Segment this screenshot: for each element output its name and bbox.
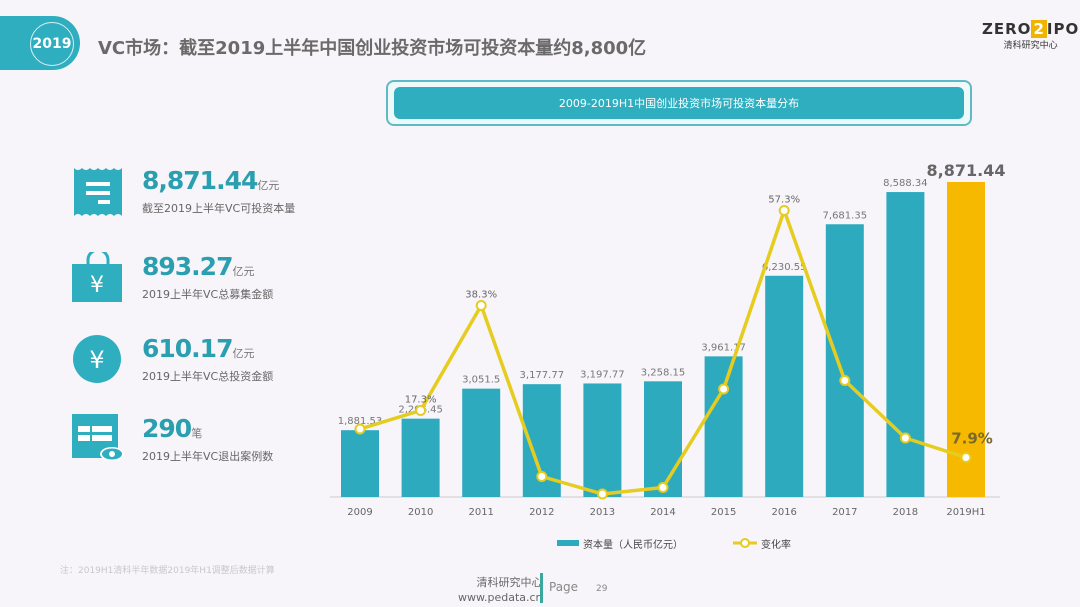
legend-bar-swatch: [557, 540, 579, 546]
stat-capital: 8,871.44亿元 截至2019上半年VC可投资本量: [72, 166, 322, 226]
stat-desc: 2019上半年VC退出案例数: [142, 450, 274, 463]
rate-marker-2019H1: [960, 452, 972, 463]
shopping-bag-yen-icon: ¥: [72, 252, 122, 302]
bar-label-2012: 3,177.77: [520, 370, 565, 381]
footnote: 注：2019H1清科半年数据2019年H1调整后数据计算: [60, 566, 275, 576]
bar-2016: [765, 275, 804, 497]
stat-investment: ¥ 610.17亿元 2019上半年VC总投资金额: [72, 334, 322, 394]
bar-2015: [704, 356, 743, 497]
x-tick-2012: 2012: [529, 507, 554, 518]
logo: ZERO 2 IPO 清科研究中心: [982, 20, 1079, 51]
bar-label-2019H1: 8,871.44: [927, 161, 1006, 180]
rate-marker-2013: [596, 488, 608, 500]
year-badge: 2019: [30, 22, 74, 66]
x-tick-2017: 2017: [832, 507, 857, 518]
stat-unit: 笔: [191, 427, 203, 440]
logo-text: ZERO 2 IPO: [982, 20, 1080, 38]
stat-unit: 亿元: [257, 179, 280, 192]
stat-unit: 亿元: [232, 265, 255, 278]
x-tick-2013: 2013: [590, 507, 615, 518]
legend-line-label: 变化率: [761, 538, 791, 551]
rate-marker-2018: [899, 432, 911, 444]
logo-sub: 清科研究中心: [1003, 41, 1058, 51]
bar-label-2013: 3,197.77: [580, 369, 625, 380]
rate-label-2011: 38.3%: [465, 290, 497, 301]
rate-marker-2012: [536, 471, 548, 482]
bar-2019H1: [947, 182, 985, 497]
footer-divider: [540, 573, 543, 603]
x-tick-2015: 2015: [711, 507, 736, 518]
stat-value: 8,871.44: [142, 166, 258, 195]
receipt-icon: [74, 168, 122, 216]
footer-url[interactable]: www.pedata.cn: [458, 591, 543, 604]
stat-desc: 2019上半年VC总投资金额: [142, 370, 274, 383]
x-tick-2018: 2018: [893, 507, 918, 518]
legend-bar-label: 资本量（人民币亿元）: [583, 538, 683, 551]
rate-marker-2014: [657, 482, 669, 493]
rate-marker-2015: [718, 383, 730, 395]
x-tick-2014: 2014: [650, 507, 675, 518]
footer-org: 清科研究中心 www.pedata.cn: [458, 575, 543, 605]
rate-marker-2010: [415, 405, 427, 416]
bar-label-2018: 8,588.34: [883, 178, 928, 189]
rate-label-2019H1: 7.9%: [951, 430, 993, 448]
page-title: VC市场：截至2019上半年中国创业投资市场可投资本量约8,800亿: [98, 38, 647, 59]
rate-label-2016: 57.3%: [768, 195, 800, 206]
stat-unit: 亿元: [232, 347, 255, 360]
stat-value: 893.27: [142, 252, 233, 281]
bar-label-2017: 7,681.35: [823, 210, 868, 221]
rate-marker-2016: [778, 205, 790, 216]
svg-text:¥: ¥: [89, 346, 104, 374]
bar-2013: [583, 383, 622, 497]
bar-2018: [886, 192, 925, 497]
x-tick-2009: 2009: [347, 507, 372, 518]
bar-label-2015: 3,961.17: [701, 342, 746, 353]
rate-marker-2011: [475, 300, 487, 311]
stat-exits: 290笔 2019上半年VC退出案例数: [72, 414, 322, 474]
bar-label-2009: 1,881.53: [338, 416, 383, 427]
footer-org-name: 清科研究中心: [476, 576, 543, 589]
bar-2011: [462, 388, 501, 497]
bar-2017: [825, 224, 864, 497]
window-eye-icon: [72, 414, 124, 461]
x-tick-2019H1: 2019H1: [946, 507, 985, 518]
bar-label-2016: 6,230.55: [762, 262, 807, 273]
stat-value: 610.17: [142, 334, 233, 363]
stat-value: 290: [142, 414, 192, 443]
yen-coin-icon: ¥: [73, 335, 121, 383]
legend-line-marker: [740, 538, 750, 548]
stat-fundraising: ¥ 893.27亿元 2019上半年VC总募集金额: [72, 252, 322, 312]
rate-label-2010: 17.3%: [405, 395, 437, 406]
x-tick-2011: 2011: [468, 507, 493, 518]
rate-marker-2017: [839, 375, 851, 386]
stat-desc: 2019上半年VC总募集金额: [142, 288, 274, 301]
page-number: 29: [596, 584, 608, 594]
bar-label-2011: 3,051.5: [462, 375, 500, 386]
rate-marker-2009: [354, 423, 366, 435]
x-tick-2016: 2016: [771, 507, 796, 518]
bar-2014: [644, 381, 682, 497]
svg-text:¥: ¥: [90, 273, 104, 298]
x-tick-2010: 2010: [408, 507, 433, 518]
bar-2010: [401, 418, 440, 497]
page-label: Page: [549, 580, 579, 594]
chart-title-box: 2009-2019H1中国创业投资市场可投资本量分布: [386, 80, 972, 126]
stat-desc: 截至2019上半年VC可投资本量: [142, 202, 296, 215]
bar-2009: [341, 430, 379, 497]
chart-title: 2009-2019H1中国创业投资市场可投资本量分布: [394, 87, 964, 119]
bar-label-2014: 3,258.15: [641, 367, 686, 378]
